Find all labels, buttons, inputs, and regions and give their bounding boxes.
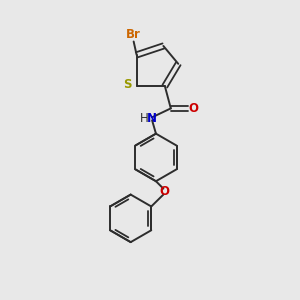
Text: H: H xyxy=(140,112,148,125)
Text: Br: Br xyxy=(126,28,141,41)
Text: O: O xyxy=(160,185,170,198)
Text: O: O xyxy=(188,102,198,115)
Text: N: N xyxy=(147,112,157,125)
Text: S: S xyxy=(124,78,132,91)
